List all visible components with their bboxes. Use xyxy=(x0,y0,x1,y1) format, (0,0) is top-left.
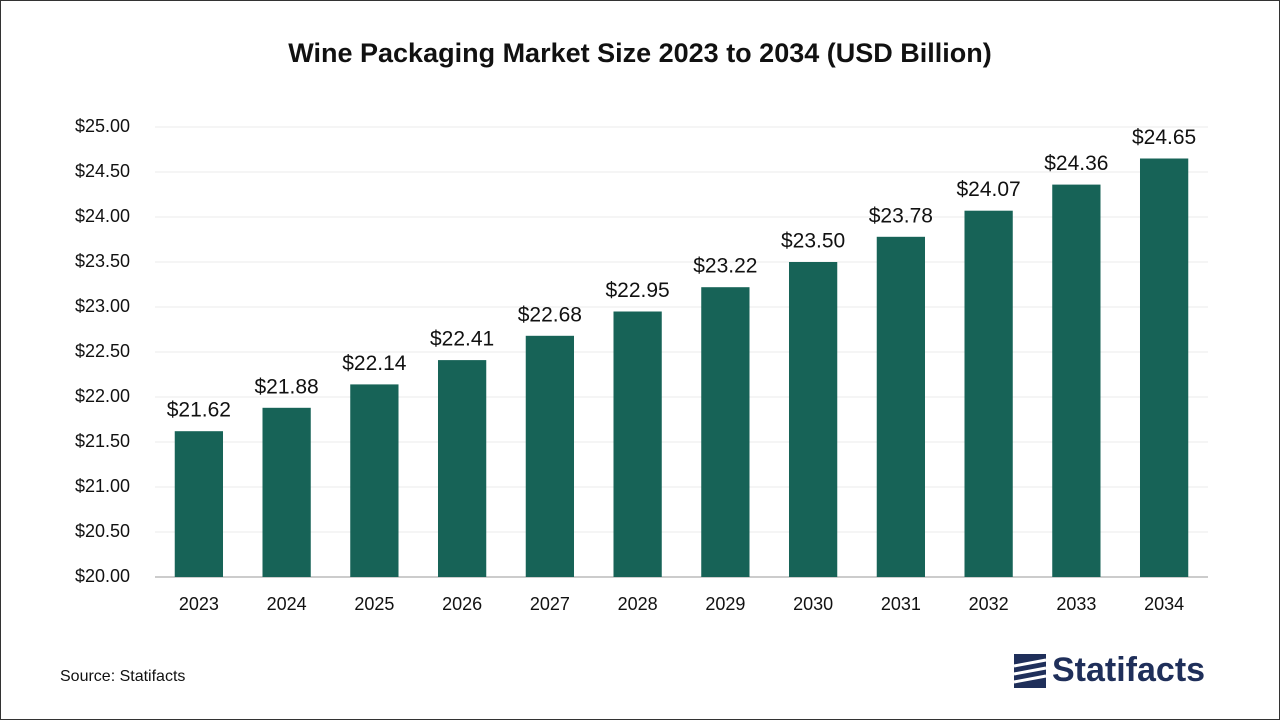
value-label: $23.78 xyxy=(869,204,933,227)
bar xyxy=(876,236,926,578)
y-tick-label: $25.00 xyxy=(75,116,130,136)
x-tick-label: 2023 xyxy=(179,594,219,614)
source: Source: Statifacts xyxy=(60,668,185,685)
y-tick-label: $22.50 xyxy=(75,341,130,361)
y-tick-label: $20.50 xyxy=(75,521,130,541)
value-label: $21.62 xyxy=(167,399,231,422)
x-tick-label: 2025 xyxy=(354,594,394,614)
y-tick-label: $24.00 xyxy=(75,206,130,226)
chart-title: Wine Packaging Market Size 2023 to 2034 … xyxy=(288,38,991,68)
x-tick-label: 2024 xyxy=(267,594,307,614)
bar xyxy=(964,210,1013,577)
value-label: $22.68 xyxy=(518,303,582,326)
bar xyxy=(613,311,662,577)
x-tick-label: 2026 xyxy=(442,594,482,614)
value-label: $24.36 xyxy=(1044,152,1108,175)
y-tick-label: $21.50 xyxy=(75,431,130,451)
y-tick-label: $23.00 xyxy=(75,296,130,316)
bar xyxy=(262,407,311,577)
bar xyxy=(788,262,838,577)
bar xyxy=(1139,158,1189,577)
value-label: $23.22 xyxy=(693,255,757,278)
x-tick-label: 2030 xyxy=(793,594,833,614)
y-tick-label: $24.50 xyxy=(75,161,130,181)
value-label: $23.50 xyxy=(781,230,845,253)
x-tick-label: 2034 xyxy=(1144,594,1184,614)
bar xyxy=(525,335,575,577)
value-label: $22.95 xyxy=(606,279,670,302)
logo-icon xyxy=(1013,654,1047,688)
bar xyxy=(1052,184,1101,577)
value-label: $22.14 xyxy=(342,352,407,375)
value-label: $24.07 xyxy=(957,178,1021,201)
y-tick-label: $22.00 xyxy=(75,386,130,406)
x-tick-label: 2029 xyxy=(705,594,745,614)
x-tick-label: 2028 xyxy=(618,594,658,614)
y-tick-label: $23.50 xyxy=(75,251,130,271)
value-label: $21.88 xyxy=(255,375,319,398)
x-tick-label: 2033 xyxy=(1056,594,1096,614)
bar xyxy=(350,384,399,577)
y-tick-label: $21.00 xyxy=(75,476,130,496)
x-tick-label: 2032 xyxy=(969,594,1009,614)
x-tick-label: 2031 xyxy=(881,594,921,614)
logo-text: Statifacts xyxy=(1052,651,1205,689)
bar xyxy=(437,360,487,577)
bar xyxy=(701,287,750,577)
bar xyxy=(174,431,224,577)
value-label: $24.65 xyxy=(1132,126,1196,149)
y-tick-label: $20.00 xyxy=(75,566,130,586)
value-label: $22.41 xyxy=(430,328,494,351)
x-tick-label: 2027 xyxy=(530,594,570,614)
